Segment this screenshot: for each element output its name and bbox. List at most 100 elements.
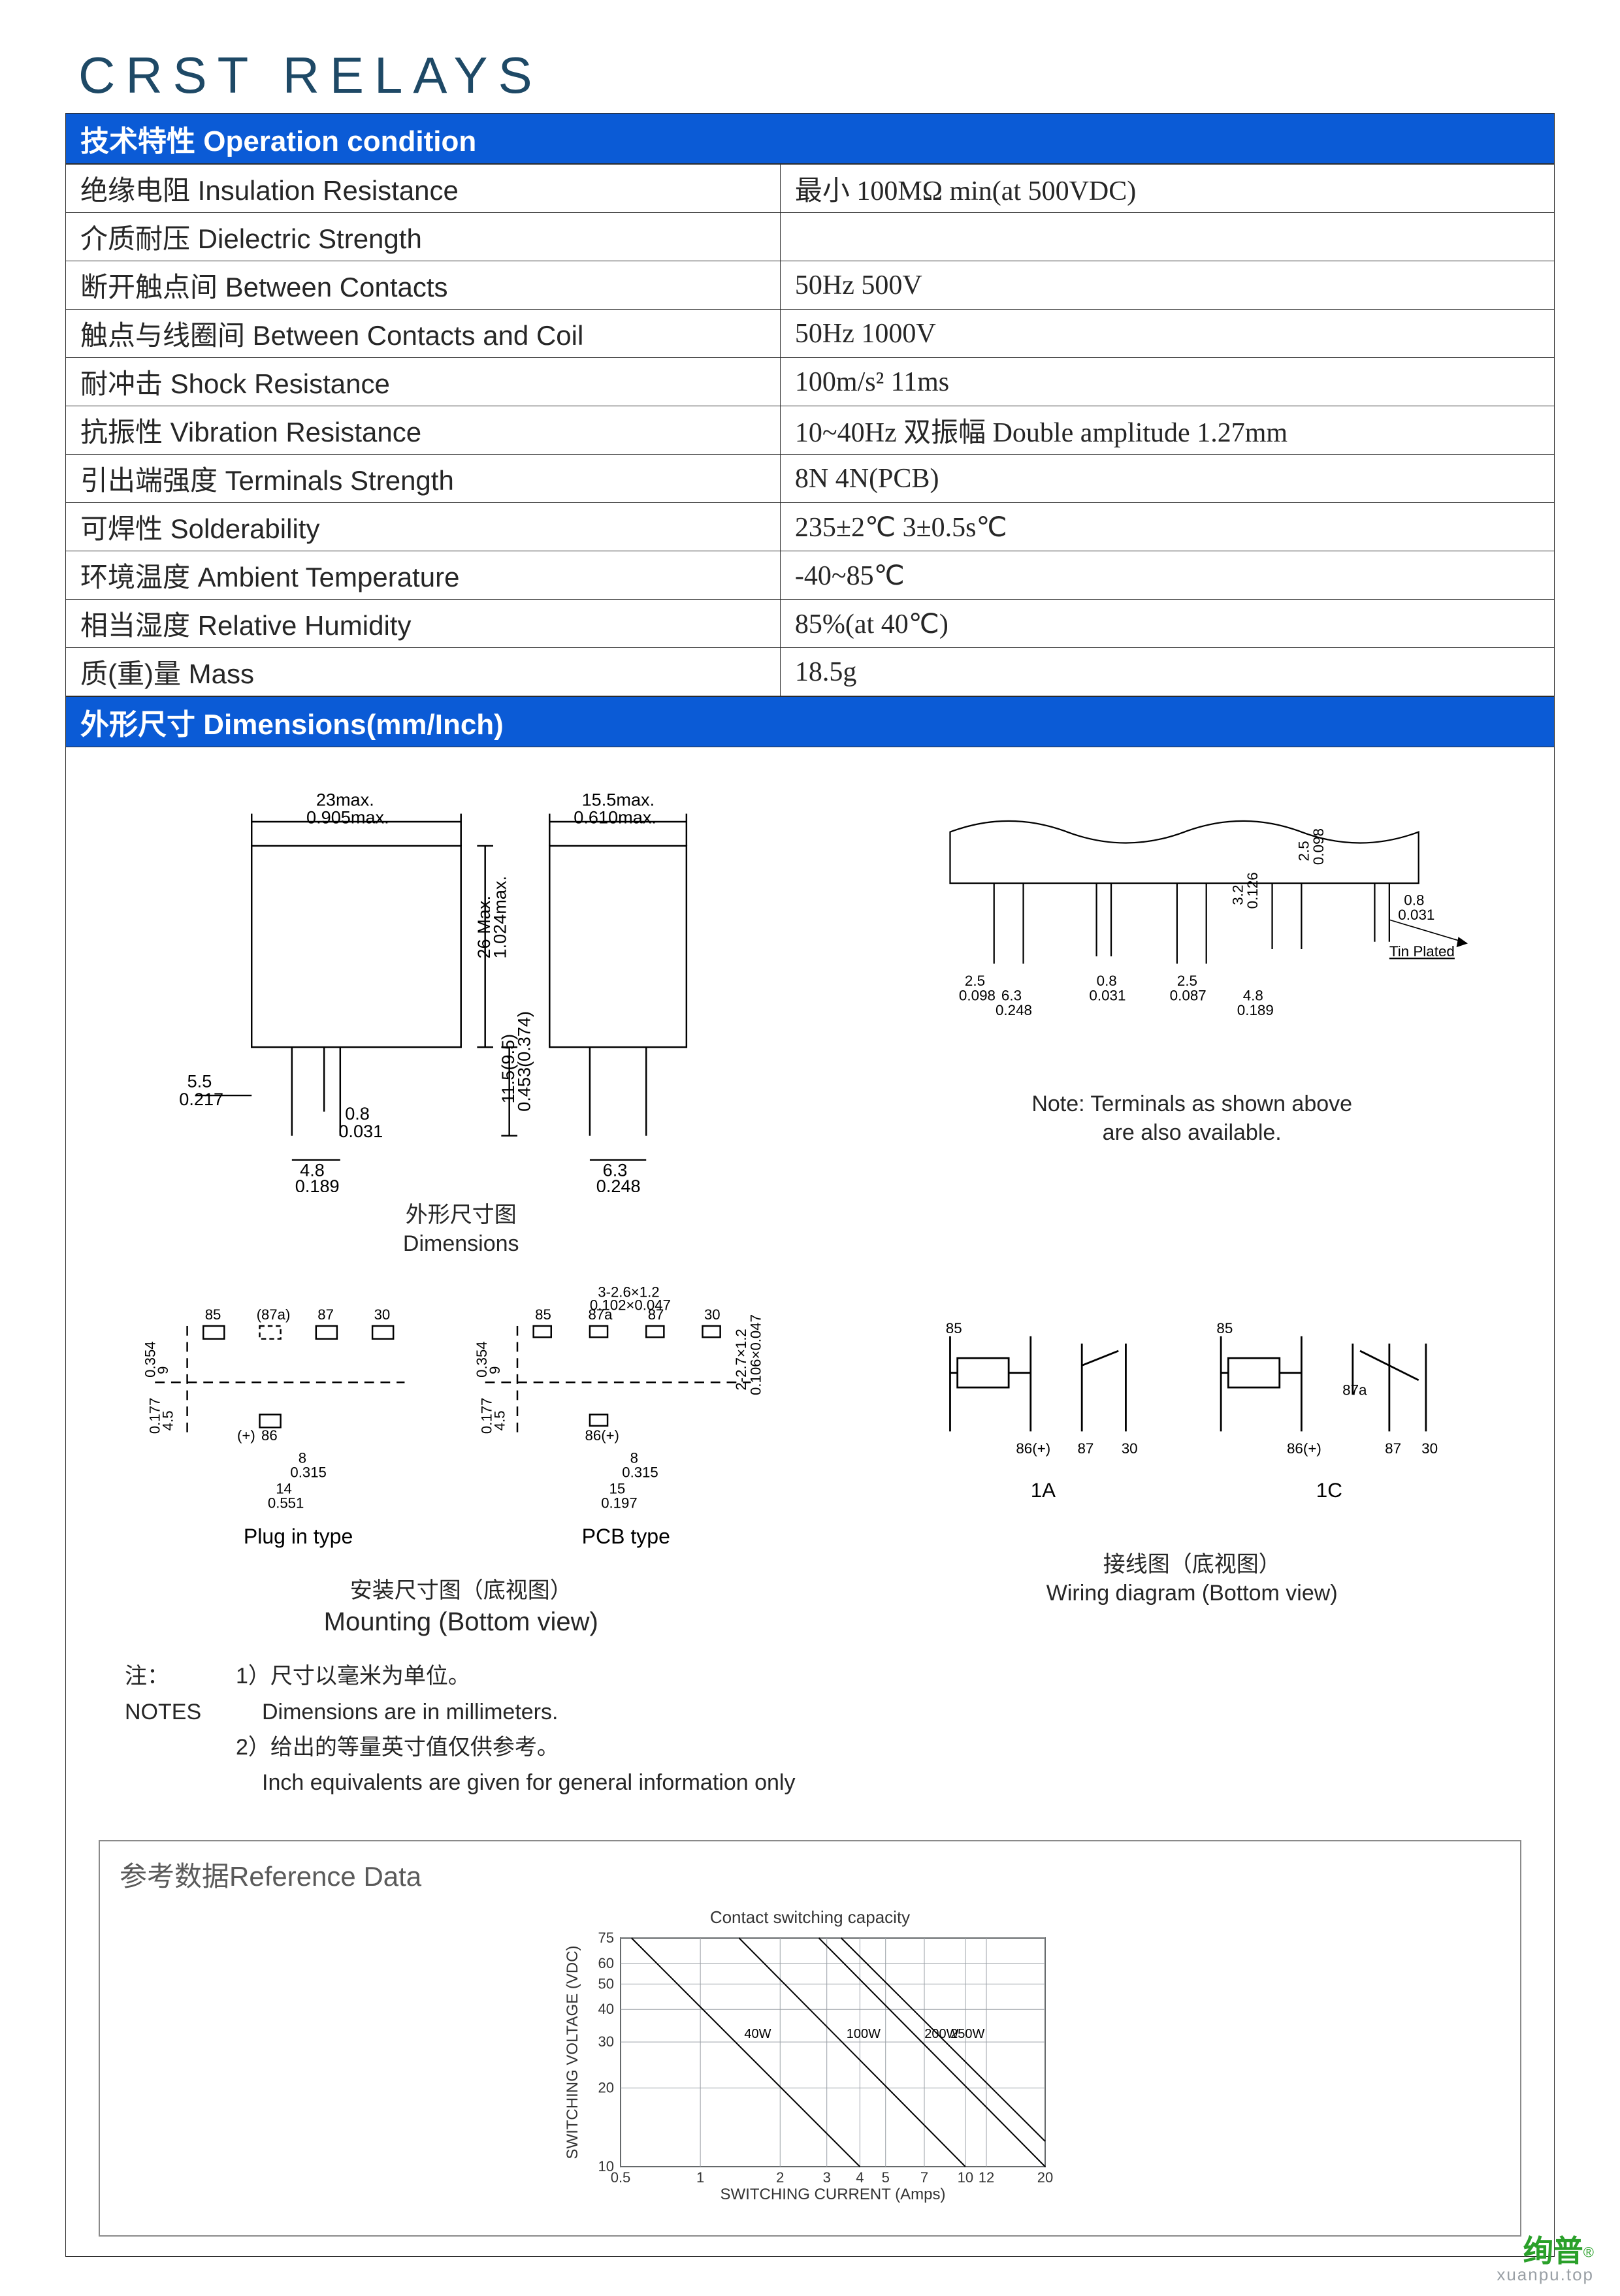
svg-text:75: 75 — [598, 1932, 614, 1946]
svg-text:1C: 1C — [1316, 1479, 1342, 1502]
svg-text:Tin Plated: Tin Plated — [1389, 943, 1455, 960]
spec-label: 介质耐压 Dielectric Strength — [66, 213, 781, 261]
svg-text:10: 10 — [598, 2158, 614, 2175]
table-row: 触点与线圈间 Between Contacts and Coil50Hz 100… — [66, 310, 1555, 358]
svg-text:0.098: 0.098 — [1310, 828, 1327, 865]
caption-dimensions-en: Dimensions — [403, 1231, 519, 1256]
svg-text:0.217: 0.217 — [179, 1089, 223, 1109]
spec-value: 最小 100MΩ min(at 500VDC) — [780, 165, 1554, 213]
spec-label: 绝缘电阻 Insulation Resistance — [66, 165, 781, 213]
spec-label: 相当湿度 Relative Humidity — [66, 600, 781, 648]
svg-text:3: 3 — [823, 2169, 831, 2186]
table-row: 质(重)量 Mass18.5g — [66, 648, 1555, 696]
svg-text:5: 5 — [882, 2169, 890, 2186]
svg-text:30: 30 — [598, 2033, 614, 2050]
svg-text:7: 7 — [920, 2169, 928, 2186]
svg-text:SWITCHING VOLTAGE (VDC): SWITCHING VOLTAGE (VDC) — [564, 1945, 581, 2159]
svg-text:30: 30 — [1122, 1440, 1138, 1457]
table-row: 断开触点间 Between Contacts50Hz 500V — [66, 261, 1555, 310]
svg-text:Plug in type: Plug in type — [244, 1525, 353, 1548]
svg-text:0.177: 0.177 — [147, 1398, 163, 1434]
svg-text:30: 30 — [1422, 1440, 1438, 1457]
svg-text:0.098: 0.098 — [959, 987, 996, 1003]
svg-text:20: 20 — [598, 2079, 614, 2095]
svg-text:100W: 100W — [847, 2027, 881, 2041]
spec-label: 引出端强度 Terminals Strength — [66, 455, 781, 503]
watermark: 绚普® xuanpu.top — [1497, 2236, 1594, 2283]
table-row: 绝缘电阻 Insulation Resistance最小 100MΩ min(a… — [66, 165, 1555, 213]
svg-text:1: 1 — [696, 2169, 704, 2186]
svg-text:PCB type: PCB type — [582, 1525, 670, 1548]
svg-text:85: 85 — [1217, 1321, 1233, 1337]
svg-text:85: 85 — [205, 1306, 221, 1323]
svg-text:0.031: 0.031 — [1399, 907, 1435, 923]
table-row: 介质耐压 Dielectric Strength — [66, 213, 1555, 261]
svg-text:85: 85 — [946, 1321, 962, 1337]
svg-text:(87a): (87a) — [257, 1306, 291, 1323]
spec-label: 断开触点间 Between Contacts — [66, 261, 781, 310]
terminals-note: Note: Terminals as shown above are also … — [862, 1090, 1521, 1147]
svg-text:87: 87 — [317, 1306, 334, 1323]
svg-text:20: 20 — [1037, 2169, 1053, 2186]
svg-text:60: 60 — [598, 1955, 614, 1971]
spec-value: 235±2℃ 3±0.5s℃ — [780, 503, 1554, 551]
dimensions-panel: 23max. 0.905max. 15.5max. 0.610max. 26 M… — [65, 747, 1555, 2257]
spec-value: 50Hz 500V — [780, 261, 1554, 310]
reference-title: 参考数据Reference Data — [120, 1854, 1500, 1894]
svg-text:0.354: 0.354 — [474, 1342, 490, 1378]
svg-text:87: 87 — [1385, 1440, 1402, 1457]
mounting-caption-cn: 安装尺寸图（底视图） — [350, 1578, 572, 1603]
table-row: 相当湿度 Relative Humidity85%(at 40℃) — [66, 600, 1555, 648]
svg-text:86(+): 86(+) — [585, 1427, 619, 1444]
svg-text:1.024max.: 1.024max. — [490, 876, 510, 959]
svg-text:0.8: 0.8 — [1404, 892, 1425, 909]
svg-text:0.189: 0.189 — [295, 1176, 340, 1192]
svg-text:0.106×0.047: 0.106×0.047 — [747, 1314, 764, 1395]
svg-text:0.315: 0.315 — [290, 1464, 326, 1481]
caption-dimensions-cn: 外形尺寸图 — [406, 1203, 517, 1227]
svg-text:0.905max.: 0.905max. — [306, 807, 389, 827]
svg-text:12: 12 — [979, 2169, 994, 2186]
mounting-drawing: 85 (87a) 87 30 86 (+) 9 0.354 4.5 0.177 … — [99, 1278, 823, 1568]
spec-value: 18.5g — [780, 648, 1554, 696]
svg-text:40W: 40W — [744, 2027, 771, 2041]
table-row: 可焊性 Solderability235±2℃ 3±0.5s℃ — [66, 503, 1555, 551]
svg-text:2.5: 2.5 — [1177, 973, 1197, 989]
dimension-drawing-outline: 23max. 0.905max. 15.5max. 0.610max. 26 M… — [99, 773, 823, 1192]
svg-text:0.189: 0.189 — [1237, 1002, 1274, 1018]
section-operation-condition: 技术特性 Operation condition — [65, 113, 1555, 164]
svg-text:10: 10 — [958, 2169, 973, 2186]
svg-text:87: 87 — [1078, 1440, 1094, 1457]
svg-text:2.5: 2.5 — [965, 973, 985, 989]
spec-value — [780, 213, 1554, 261]
svg-text:0.087: 0.087 — [1170, 987, 1207, 1003]
svg-text:0.8: 0.8 — [1097, 973, 1117, 989]
spec-value: -40~85℃ — [780, 551, 1554, 600]
svg-text:2: 2 — [776, 2169, 784, 2186]
svg-text:30: 30 — [704, 1306, 721, 1323]
svg-text:0.031: 0.031 — [1090, 987, 1126, 1003]
wiring-diagram: 85 86(+) 87 30 85 86(+) 87a 87 30 1A 1C — [862, 1278, 1521, 1541]
svg-text:(+): (+) — [237, 1427, 255, 1444]
svg-text:0.610max.: 0.610max. — [574, 807, 656, 827]
svg-text:0.031: 0.031 — [338, 1121, 383, 1141]
wiring-caption-cn: 接线图（底视图） — [1103, 1552, 1281, 1577]
svg-text:0.248: 0.248 — [996, 1002, 1032, 1018]
svg-text:2.5: 2.5 — [1296, 841, 1312, 861]
dimension-drawing-terminals: 2.5 0.098 6.3 0.248 0.8 0.031 2.5 0.087 … — [862, 773, 1521, 1081]
spec-label: 质(重)量 Mass — [66, 648, 781, 696]
svg-text:0.177: 0.177 — [479, 1398, 495, 1434]
reference-data-panel: 参考数据Reference Data Contact switching cap… — [99, 1840, 1521, 2237]
table-row: 耐冲击 Shock Resistance100m/s² 11ms — [66, 358, 1555, 406]
svg-text:50: 50 — [598, 1975, 614, 1992]
spec-label: 抗振性 Vibration Resistance — [66, 406, 781, 455]
svg-text:250W: 250W — [950, 2027, 984, 2041]
spec-value: 100m/s² 11ms — [780, 358, 1554, 406]
spec-label: 触点与线圈间 Between Contacts and Coil — [66, 310, 781, 358]
svg-text:4.8: 4.8 — [1243, 987, 1263, 1003]
spec-value: 10~40Hz 双振幅 Double amplitude 1.27mm — [780, 406, 1554, 455]
switching-capacity-chart: 0.512345710122010203040506075SWITCHING C… — [562, 1932, 1058, 2206]
table-row: 环境温度 Ambient Temperature-40~85℃ — [66, 551, 1555, 600]
table-row: 抗振性 Vibration Resistance10~40Hz 双振幅 Doub… — [66, 406, 1555, 455]
svg-text:0.248: 0.248 — [596, 1176, 641, 1192]
